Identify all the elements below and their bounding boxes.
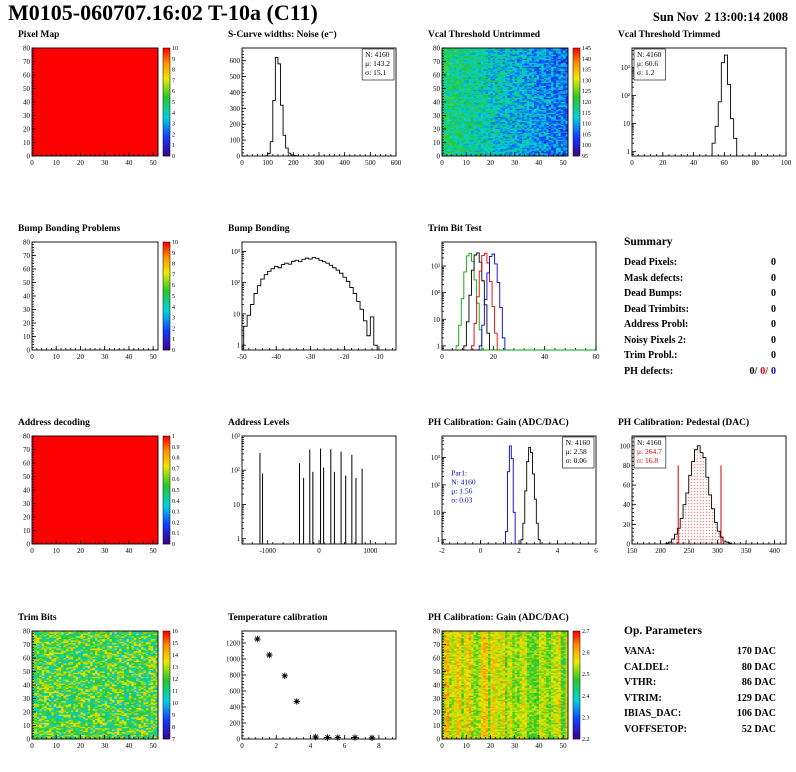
op-parameter-value: 106 DAC bbox=[736, 708, 776, 719]
chart-title: Bump Bonding bbox=[228, 224, 290, 234]
summary-label: Noisy Pixels 2: bbox=[624, 334, 687, 346]
noise-histogram bbox=[216, 42, 404, 172]
summary-row: Address Probl: 0 bbox=[624, 319, 776, 330]
op-parameter-row: VANA: 170 DAC bbox=[624, 646, 776, 657]
chart-title: PH Calibration: Gain (ADC/DAC) bbox=[428, 613, 569, 623]
summary-row: Noisy Pixels 2: 0 bbox=[624, 335, 776, 346]
trim-bit-test-histogram bbox=[416, 236, 604, 366]
chart-title: Pixel Map bbox=[18, 30, 60, 40]
timestamp: Sun Nov 2 13:00:14 2008 bbox=[652, 10, 788, 24]
op-parameter-row: VTHR: 86 DAC bbox=[624, 677, 776, 688]
chart-title: S-Curve widths: Noise (e⁻) bbox=[228, 30, 337, 40]
panel-bump-bonding-problems: Bump Bonding Problems bbox=[6, 222, 194, 372]
op-parameter-value: 80 DAC bbox=[741, 661, 776, 673]
summary-row: Mask defects: 0 bbox=[624, 273, 776, 284]
op-parameters-rows: VANA: 170 DAC CALDEL: 80 DAC VTHR: 86 DAC V… bbox=[624, 646, 776, 735]
panel-summary: Summary Dead Pixels: 0 Mask defects: 0 Dea… bbox=[606, 222, 794, 377]
op-parameter-value: 170 DAC bbox=[736, 646, 776, 657]
vcal-trimmed-histogram bbox=[606, 42, 794, 172]
op-parameter-label: VTRIM: bbox=[624, 692, 662, 704]
summary-row: Dead Bumps: 0 bbox=[624, 288, 776, 299]
op-parameter-row: VTRIM: 129 DAC bbox=[624, 693, 776, 704]
address-decoding-heatmap bbox=[6, 430, 194, 560]
summary-title: Summary bbox=[624, 236, 673, 248]
panel-pixel-map: Pixel Map bbox=[6, 28, 194, 178]
ph-defects-blue: 0 bbox=[771, 365, 776, 377]
panel-vcal-trimmed: Vcal Threshold Trimmed bbox=[606, 28, 794, 178]
chart-title: Address decoding bbox=[18, 418, 90, 428]
summary-rows: Dead Pixels: 0 Mask defects: 0 Dead Bumps:… bbox=[624, 257, 776, 377]
op-parameter-label: VOFFSETOP: bbox=[624, 723, 687, 735]
summary-label: Trim Probl.: bbox=[624, 350, 678, 361]
op-parameter-value: 86 DAC bbox=[741, 677, 776, 688]
summary-value: 0 bbox=[771, 350, 776, 361]
panel-address-decoding: Address decoding bbox=[6, 416, 194, 566]
op-parameter-label: IBIAS_DAC: bbox=[624, 708, 682, 719]
summary-row: Trim Probl.: 0 bbox=[624, 350, 776, 361]
summary-label: Dead Pixels: bbox=[624, 257, 678, 268]
ph-defects-values: 0/0/0 bbox=[746, 366, 776, 377]
temperature-calibration-scatter bbox=[216, 625, 404, 755]
chart-title: PH Calibration: Pedestal (DAC) bbox=[618, 418, 750, 428]
summary-value: 0 bbox=[771, 303, 776, 315]
ph-gain-heatmap bbox=[416, 625, 604, 755]
panel-temperature-calibration: Temperature calibration bbox=[216, 611, 404, 761]
op-parameter-label: VTHR: bbox=[624, 677, 657, 688]
summary-label: Address Probl: bbox=[624, 319, 689, 330]
summary-value: 0 bbox=[771, 334, 776, 346]
chart-title: Address Levels bbox=[228, 418, 290, 428]
vcal-untrimmed-heatmap bbox=[416, 42, 604, 172]
panel-ph-pedestal: PH Calibration: Pedestal (DAC) bbox=[606, 416, 794, 566]
trim-bits-heatmap bbox=[6, 625, 194, 755]
bump-bonding-histogram bbox=[216, 236, 404, 366]
chart-title: Temperature calibration bbox=[228, 613, 328, 623]
panel-address-levels: Address Levels bbox=[216, 416, 404, 566]
page-title: M0105-060707.16:02 T-10a (C11) bbox=[8, 0, 318, 25]
op-parameter-value: 129 DAC bbox=[736, 692, 776, 704]
summary-row: Dead Pixels: 0 bbox=[624, 257, 776, 268]
summary-row-ph-defects: PH defects: 0/0/0 bbox=[624, 366, 776, 377]
chart-title: Trim Bits bbox=[18, 613, 57, 623]
panel-op-parameters: Op. Parameters VANA: 170 DAC CALDEL: 80 DA… bbox=[606, 611, 794, 761]
summary-value: 0 bbox=[771, 288, 776, 299]
summary-value: 0 bbox=[771, 319, 776, 330]
panel-trim-bits: Trim Bits bbox=[6, 611, 194, 761]
ph-gain-histogram bbox=[416, 430, 604, 560]
panel-trim-bit-test: Trim Bit Test bbox=[416, 222, 604, 372]
op-parameter-label: VANA: bbox=[624, 646, 655, 657]
pixel-map-heatmap bbox=[6, 42, 194, 172]
summary-value: 0 bbox=[771, 272, 776, 284]
op-parameter-row: IBIAS_DAC: 106 DAC bbox=[624, 708, 776, 719]
panel-bump-bonding: Bump Bonding bbox=[216, 222, 404, 372]
bump-bonding-problems-heatmap bbox=[6, 236, 194, 366]
panel-scurve-noise: S-Curve widths: Noise (e⁻) bbox=[216, 28, 404, 178]
ph-defects-black: 0/ bbox=[749, 365, 758, 377]
ph-defects-red: 0/ bbox=[760, 365, 768, 377]
chart-title: PH Calibration: Gain (ADC/DAC) bbox=[428, 418, 569, 428]
op-parameters-title: Op. Parameters bbox=[624, 625, 702, 637]
chart-title: Vcal Threshold Untrimmed bbox=[428, 30, 541, 40]
summary-label: Mask defects: bbox=[624, 272, 684, 284]
chart-title: Trim Bit Test bbox=[428, 224, 482, 234]
summary-row: Dead Trimbits: 0 bbox=[624, 304, 776, 315]
summary-label: PH defects: bbox=[624, 365, 674, 377]
summary-label: Dead Bumps: bbox=[624, 288, 683, 299]
panel-ph-gain: PH Calibration: Gain (ADC/DAC) bbox=[416, 416, 604, 566]
chart-title: Vcal Threshold Trimmed bbox=[618, 30, 721, 40]
summary-label: Dead Trimbits: bbox=[624, 303, 689, 315]
summary-value: 0 bbox=[771, 257, 776, 268]
chart-title: Bump Bonding Problems bbox=[18, 224, 121, 234]
op-parameter-row: CALDEL: 80 DAC bbox=[624, 662, 776, 673]
ph-pedestal-histogram bbox=[606, 430, 794, 560]
op-parameter-row: VOFFSETOP: 52 DAC bbox=[624, 724, 776, 735]
address-levels-histogram bbox=[216, 430, 404, 560]
op-parameter-value: 52 DAC bbox=[741, 723, 776, 735]
op-parameter-label: CALDEL: bbox=[624, 661, 670, 673]
panel-vcal-untrimmed: Vcal Threshold Untrimmed bbox=[416, 28, 604, 178]
panel-ph-gain-map: PH Calibration: Gain (ADC/DAC) bbox=[416, 611, 604, 761]
